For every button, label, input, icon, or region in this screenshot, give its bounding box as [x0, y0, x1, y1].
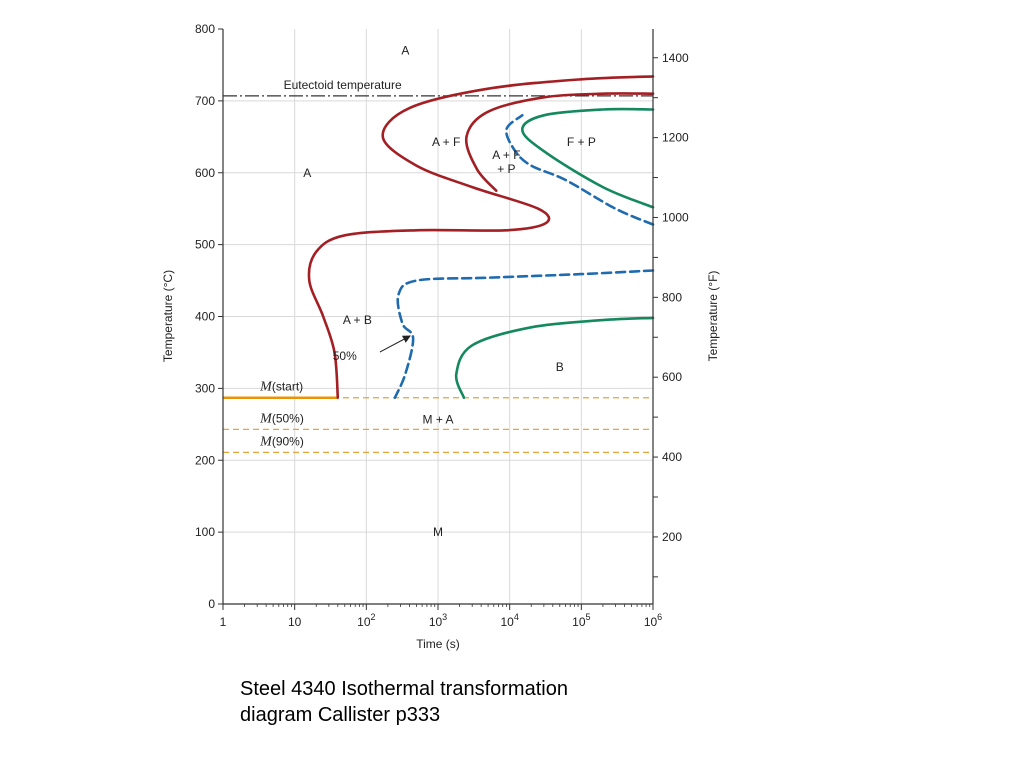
y-tick-label: 800 — [195, 22, 215, 36]
region-label: M — [433, 525, 443, 539]
transformation-curve-start — [464, 92, 655, 192]
region-label: A — [401, 44, 409, 58]
y-tick-label: 300 — [195, 381, 215, 395]
region-label: A + F — [492, 148, 520, 162]
caption-line-1: Steel 4340 Isothermal transformation — [240, 678, 568, 700]
x-tick-label: 1 — [220, 615, 227, 629]
figure-caption: Steel 4340 Isothermal transformation dia… — [240, 676, 760, 728]
y-tick-label: 200 — [195, 453, 215, 467]
y-tick-label: 100 — [195, 525, 215, 539]
x-tick-label: 106 — [644, 612, 662, 629]
region-label: B — [556, 360, 564, 374]
transformation-curve-start — [307, 75, 655, 399]
y-right-tick-label: 1200 — [662, 131, 689, 145]
y-right-tick-label: 1400 — [662, 51, 689, 65]
reference-lines: Eutectoid temperature M(start) M(50%) M(90%… — [223, 78, 653, 453]
y-tick-label: 0 — [208, 597, 215, 611]
martensite-label: M(start) — [259, 380, 303, 395]
x-tick-label: 102 — [357, 612, 375, 629]
fifty-percent-arrow — [379, 335, 411, 353]
y-right-axis-label: Temperature (°F) — [706, 271, 720, 362]
y-right-tick-label: 1000 — [662, 210, 689, 224]
y-right-tick-label: 400 — [662, 450, 682, 464]
caption-line-2: diagram Callister p333 — [240, 704, 441, 726]
tick-labels: 0 100 200 300 400 500 600 700 800 200 400 600 800 100… — [195, 22, 689, 629]
x-tick-label: 10 — [288, 615, 302, 629]
x-axis-label: Time (s) — [416, 637, 460, 651]
region-labels: AAA + FA + F+ PF + PA + B50%BM + AM — [303, 44, 596, 540]
y-tick-label: 700 — [195, 94, 215, 108]
region-label: + P — [497, 162, 515, 176]
transformation-curve-finish — [521, 107, 655, 209]
axes — [218, 28, 658, 610]
x-tick-label: 103 — [429, 612, 447, 629]
y-tick-label: 400 — [195, 310, 215, 324]
y-right-tick-label: 200 — [662, 530, 682, 544]
region-label: A + F — [432, 135, 460, 149]
y-tick-label: 500 — [195, 238, 215, 252]
y-right-tick-label: 600 — [662, 370, 682, 384]
y-tick-label: 600 — [195, 166, 215, 180]
region-label: M + A — [422, 412, 453, 426]
transformation-curve-50pct — [504, 114, 655, 226]
transformation-curves — [307, 75, 655, 399]
region-label: A + B — [343, 313, 372, 327]
region-label: 50% — [333, 349, 357, 363]
x-tick-label: 104 — [500, 612, 518, 629]
x-tick-label: 105 — [572, 612, 590, 629]
martensite-label: M(90%) — [259, 434, 304, 449]
grid — [223, 29, 653, 604]
y-axis-label: Temperature (°C) — [161, 270, 175, 362]
martensite-label: M(50%) — [259, 411, 304, 426]
transformation-curve-50pct — [393, 269, 655, 399]
region-label: F + P — [567, 135, 596, 149]
region-label: A — [303, 166, 311, 180]
eutectoid-label: Eutectoid temperature — [284, 78, 402, 92]
y-right-tick-label: 800 — [662, 290, 682, 304]
transformation-curve-finish — [454, 316, 655, 399]
